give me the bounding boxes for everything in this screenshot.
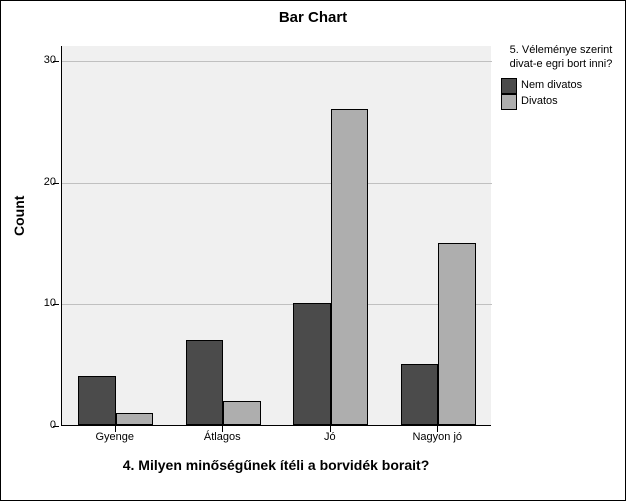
bar <box>331 109 369 425</box>
bar <box>401 364 439 425</box>
plot-area <box>61 46 491 426</box>
legend-swatch <box>501 78 517 94</box>
legend: 5. Véleménye szerint divat-e egri bort i… <box>501 44 621 110</box>
bar <box>293 303 331 425</box>
bar <box>223 401 261 425</box>
y-axis-label: Count <box>11 196 27 236</box>
plot-wrap <box>61 46 491 426</box>
bar <box>438 243 476 426</box>
x-category-label: Gyenge <box>65 431 165 443</box>
legend-item: Divatos <box>501 94 621 110</box>
x-axis-label: 4. Milyen minőségűnek ítéli a borvidék b… <box>61 457 491 473</box>
bar <box>116 413 154 425</box>
y-tick-label: 30 <box>1 54 56 66</box>
bar <box>78 376 116 425</box>
x-category-label: Átlagos <box>172 431 272 443</box>
gridline <box>62 304 492 305</box>
legend-swatch <box>501 94 517 110</box>
gridline <box>62 183 492 184</box>
legend-items: Nem divatos Divatos <box>501 78 621 110</box>
y-tick-label: 0 <box>1 419 56 431</box>
legend-title: 5. Véleménye szerint divat-e egri bort i… <box>501 44 621 72</box>
y-tick-label: 20 <box>1 176 56 188</box>
bar <box>186 340 224 425</box>
legend-item: Nem divatos <box>501 78 621 94</box>
legend-label: Divatos <box>521 95 558 109</box>
y-tick-label: 10 <box>1 297 56 309</box>
legend-label: Nem divatos <box>521 79 582 93</box>
gridline <box>62 61 492 62</box>
x-category-label: Nagyon jó <box>387 431 487 443</box>
chart-title: Bar Chart <box>1 1 625 26</box>
chart-container: Bar Chart Count 0 10 20 30 Gyenge Átlagos Jó N… <box>0 0 626 501</box>
x-category-label: Jó <box>280 431 380 443</box>
